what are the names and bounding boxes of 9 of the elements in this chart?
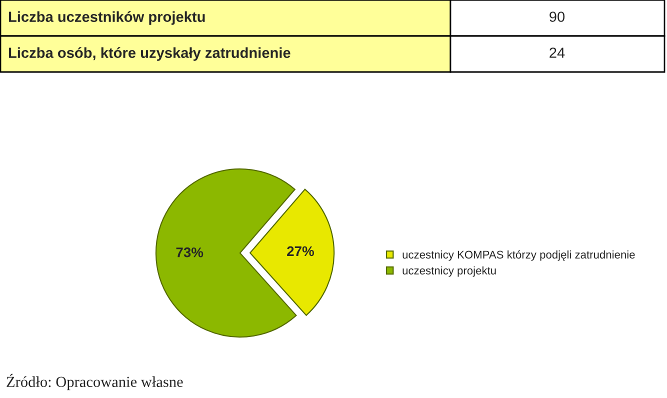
data-label: 27% — [287, 246, 314, 256]
text: Liczba uczestników projektu — [8, 11, 205, 25]
text: Źródło: Opracowanie własne — [6, 374, 183, 390]
legend-label: uczestnicy projektu — [402, 266, 496, 277]
legend-label: uczestnicy KOMPAS którzy podjęli zatrudnienie — [402, 250, 635, 261]
text: Liczba osób, które uzyskały zatrudnienie — [8, 47, 290, 61]
data-label: 73% — [176, 247, 204, 258]
text: 24 — [550, 48, 565, 58]
text: 90 — [550, 12, 565, 22]
